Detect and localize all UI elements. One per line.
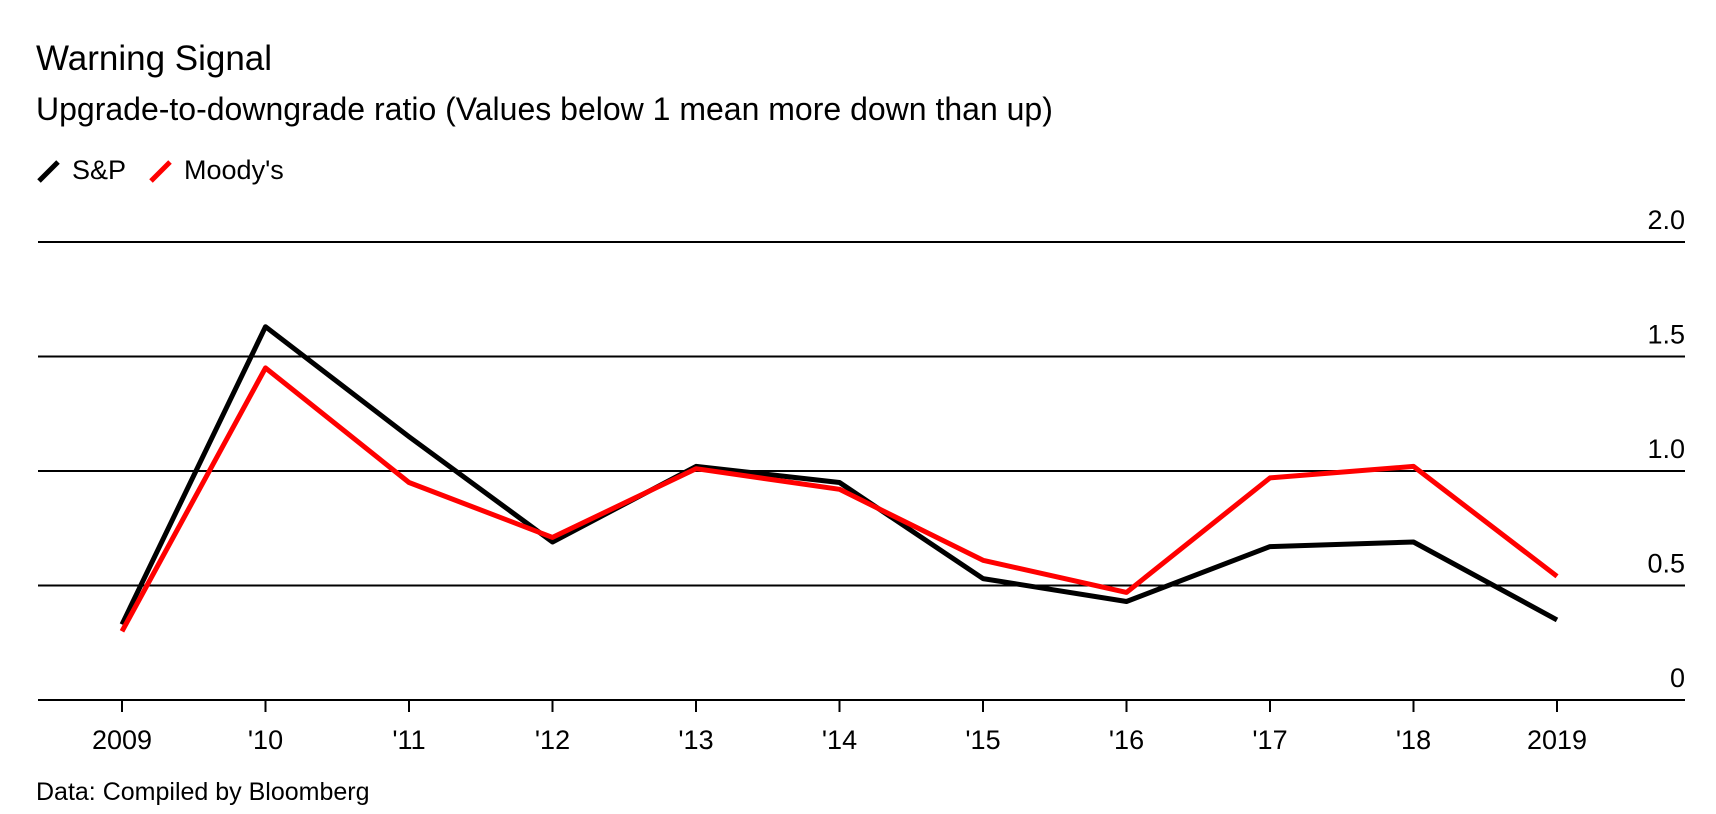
x-tick-label: '17 (1252, 725, 1287, 755)
x-tick-label: '18 (1396, 725, 1431, 755)
x-tick-label: '12 (535, 725, 570, 755)
x-tick-label: '14 (822, 725, 857, 755)
chart-subtitle: Upgrade-to-downgrade ratio (Values below… (36, 91, 1053, 127)
x-tick-label: '10 (248, 725, 283, 755)
series-layer (119, 324, 1559, 633)
series-line-sp (119, 324, 1559, 626)
chart-title: Warning Signal (36, 39, 273, 78)
x-tick-label: '15 (965, 725, 1000, 755)
legend-swatch-moodys (149, 159, 172, 183)
y-tick-label: 2.0 (1647, 205, 1685, 235)
x-tick-label: '16 (1109, 725, 1144, 755)
source-note: Data: Compiled by Bloomberg (36, 778, 370, 806)
legend-label-moodys: Moody's (184, 155, 284, 185)
x-tick-label: 2019 (1527, 725, 1587, 755)
x-axis: 2009 '10 '11 '12 '13 '14 '15 '16 '17 '18 2019 (92, 700, 1587, 755)
y-tick-label: 0.5 (1647, 549, 1685, 579)
y-axis-labels: 0 0.5 1.0 1.5 2.0 (1647, 205, 1685, 693)
series-line-moodys (119, 365, 1559, 633)
y-tick-label: 1.5 (1647, 320, 1685, 350)
y-tick-label: 0 (1670, 663, 1685, 693)
legend-item-sp: S&P (36, 157, 126, 184)
legend-swatch-sp (37, 159, 60, 183)
x-tick-label: '13 (678, 725, 713, 755)
legend-swatch-sp-line (37, 159, 60, 183)
x-tick-label: 2009 (92, 725, 152, 755)
y-tick-label: 1.0 (1647, 434, 1685, 464)
legend-item-moodys: Moody's (148, 157, 284, 184)
grid-layer (38, 241, 1685, 701)
legend-label-sp: S&P (72, 155, 127, 185)
legend: S&P Moody's (36, 157, 306, 184)
x-tick-label: '11 (392, 725, 425, 755)
legend-swatch-moodys-line (149, 159, 172, 183)
